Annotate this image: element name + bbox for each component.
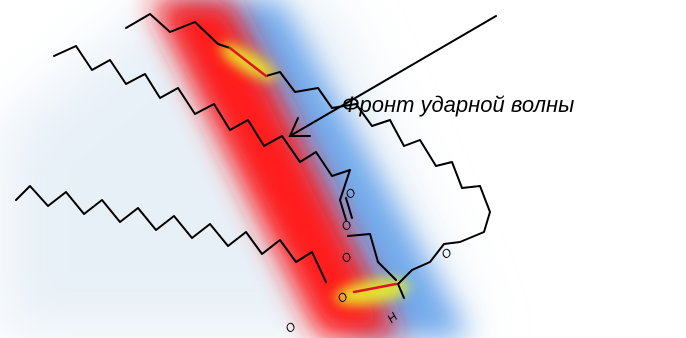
front-core — [150, 0, 400, 338]
hydrogen-bond-line — [397, 283, 405, 299]
chain-second — [53, 45, 351, 201]
carbonyl-bond-2 — [345, 197, 353, 219]
chain-right-loop — [331, 103, 491, 285]
pointer-arrow — [288, 15, 497, 137]
broken-bonds — [228, 46, 398, 294]
molecule-chains — [15, 13, 491, 299]
lower-broken-bond — [352, 282, 398, 294]
shock-front-caption: Фронт ударной волны — [342, 92, 575, 117]
upper-broken-bond — [228, 46, 268, 78]
chain-top-right — [265, 71, 333, 109]
carbonyl-bond-1 — [339, 199, 347, 221]
chain-ester-link — [347, 233, 397, 281]
chain-top-left — [125, 13, 231, 49]
chain-third — [15, 185, 327, 283]
